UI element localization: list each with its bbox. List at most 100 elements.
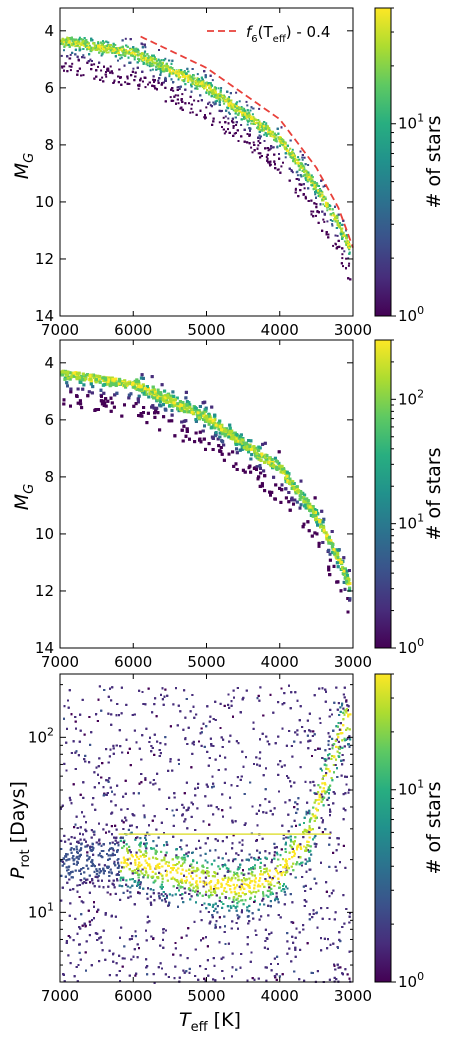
density-cell — [105, 75, 108, 78]
density-cell — [111, 72, 114, 75]
density-cell — [260, 135, 262, 138]
density-cell — [168, 69, 171, 72]
density-cell — [151, 62, 154, 65]
density-cell — [297, 163, 300, 166]
density-cell — [171, 72, 174, 75]
density-cell — [345, 267, 347, 270]
density-cell — [128, 51, 131, 54]
density-cell — [189, 111, 192, 114]
density-cell — [238, 100, 241, 103]
density-cell — [100, 44, 103, 47]
density-cell — [177, 78, 180, 81]
density-cell — [230, 106, 233, 109]
density-cell — [250, 106, 253, 109]
density-cell — [222, 100, 225, 103]
density-cell — [251, 119, 254, 122]
density-cell — [258, 130, 261, 133]
density-cell — [156, 64, 159, 67]
density-cell — [178, 71, 181, 73]
density-cell — [152, 75, 155, 78]
density-cell — [214, 102, 217, 105]
density-cell — [120, 83, 123, 86]
density-cell — [338, 226, 341, 228]
density-cell — [340, 230, 343, 233]
density-cell — [119, 57, 122, 60]
density-cell — [332, 244, 335, 247]
density-cell — [162, 81, 165, 84]
density-cell — [133, 48, 136, 51]
density-cell — [97, 43, 100, 46]
density-cell — [248, 134, 251, 137]
density-cell — [76, 73, 79, 76]
density-cell — [69, 69, 72, 72]
density-cell — [143, 57, 146, 60]
density-cell — [304, 177, 307, 180]
density-cell — [265, 156, 268, 158]
density-cell — [78, 36, 81, 39]
density-cell — [157, 81, 160, 84]
density-cell — [274, 167, 277, 170]
density-cell — [150, 64, 153, 67]
density-cell — [304, 195, 307, 198]
density-cell — [121, 50, 124, 53]
density-cell — [113, 51, 116, 54]
density-cell — [284, 156, 287, 159]
density-cell — [207, 82, 210, 85]
density-cell — [297, 159, 300, 162]
density-cell — [139, 52, 142, 55]
density-cell — [212, 117, 215, 120]
density-cell — [269, 130, 272, 133]
density-cell — [259, 142, 262, 144]
density-cell — [219, 89, 222, 92]
density-cell — [326, 202, 329, 205]
density-cell — [215, 99, 218, 102]
density-cell — [76, 55, 79, 58]
density-cell — [83, 56, 86, 59]
density-cell — [152, 64, 155, 67]
density-cell — [293, 154, 296, 157]
density-cell — [241, 109, 244, 112]
density-cell — [224, 121, 227, 124]
density-cell — [209, 104, 212, 107]
density-cell — [210, 84, 213, 87]
density-cell — [225, 130, 227, 133]
density-cell — [70, 65, 73, 68]
density-cell — [321, 191, 324, 194]
density-cell — [138, 59, 141, 62]
density-cell — [307, 164, 310, 166]
density-cell — [321, 197, 324, 200]
density-cell — [317, 195, 320, 197]
density-cell — [204, 117, 206, 120]
density-cell — [126, 77, 129, 80]
density-cell — [317, 211, 320, 214]
density-cell — [190, 103, 193, 106]
density-cell — [88, 46, 91, 49]
density-cell — [319, 188, 321, 190]
density-cell — [336, 234, 339, 237]
density-cell — [160, 83, 163, 86]
density-cell — [250, 146, 253, 149]
density-cell — [137, 49, 140, 52]
density-cell — [71, 51, 74, 54]
density-cell — [191, 81, 194, 84]
density-cell — [164, 57, 167, 60]
density-cell — [283, 146, 286, 149]
density-cell — [268, 161, 271, 164]
density-cell — [70, 44, 73, 47]
density-cell — [172, 89, 175, 92]
density-cell — [339, 222, 341, 224]
density-cell — [198, 78, 200, 81]
density-cell — [185, 72, 188, 75]
density-cell — [328, 204, 331, 207]
density-cell — [124, 37, 127, 40]
density-cell — [66, 70, 69, 73]
density-cell — [171, 87, 174, 90]
density-cell — [204, 76, 207, 79]
density-cell — [123, 64, 126, 67]
density-cell — [322, 203, 325, 206]
density-cell — [303, 156, 306, 159]
density-cell — [246, 112, 249, 115]
density-cell — [227, 111, 230, 114]
density-cell — [163, 70, 166, 73]
density-cell — [80, 38, 83, 41]
